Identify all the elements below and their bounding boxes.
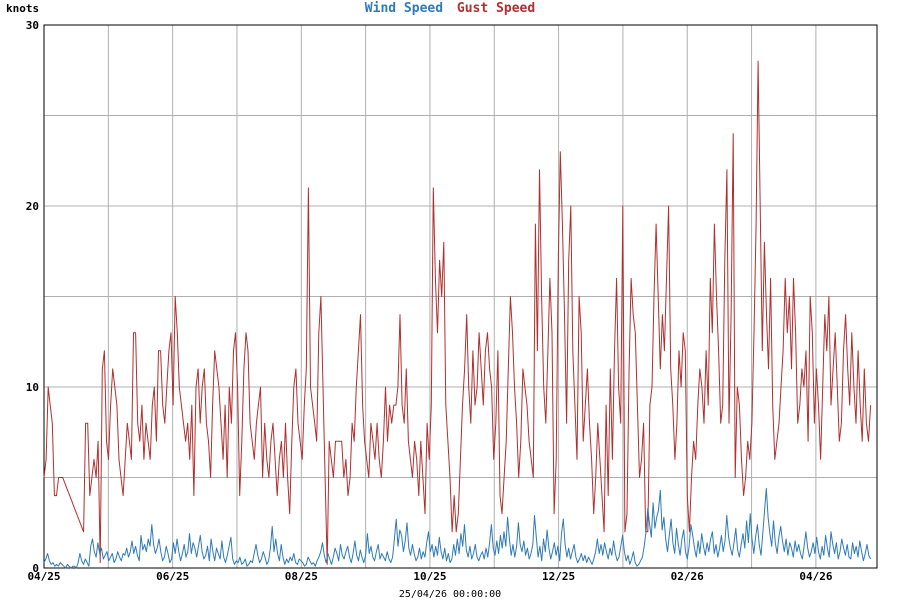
x-tick-label: 04/25: [27, 570, 60, 583]
x-tick-label: 08/25: [285, 570, 318, 583]
y-axis-label: knots: [6, 2, 39, 15]
series-layer: [43, 60, 872, 569]
x-axis-label: 25/04/26 00:00:00: [399, 589, 501, 600]
x-tick-label: 06/25: [156, 570, 189, 583]
x-tick-label: 10/25: [413, 570, 446, 583]
x-tick-label: 12/25: [542, 570, 575, 583]
x-tick-label: 04/26: [799, 570, 832, 583]
grid: [43, 24, 877, 569]
plot-frame: [43, 24, 878, 569]
x-tick-labels: 04/25 06/25 08/25 10/25 12/25 02/26 04/26: [27, 570, 832, 583]
legend-wind-speed: Wind Speed: [365, 1, 443, 16]
wind-speed-line: [43, 487, 872, 569]
y-tick-label: 30: [26, 19, 39, 32]
x-tick-label: 02/26: [671, 570, 704, 583]
legend-gust-speed: Gust Speed: [457, 1, 535, 16]
gust-speed-line: [43, 60, 872, 565]
y-tick-label: 20: [26, 200, 39, 213]
legend: Wind Speed Gust Speed: [365, 1, 535, 16]
y-tick-label: 10: [26, 381, 39, 394]
y-tick-label: 0: [32, 562, 39, 575]
y-tick-labels: 0 10 20 30: [26, 19, 39, 575]
